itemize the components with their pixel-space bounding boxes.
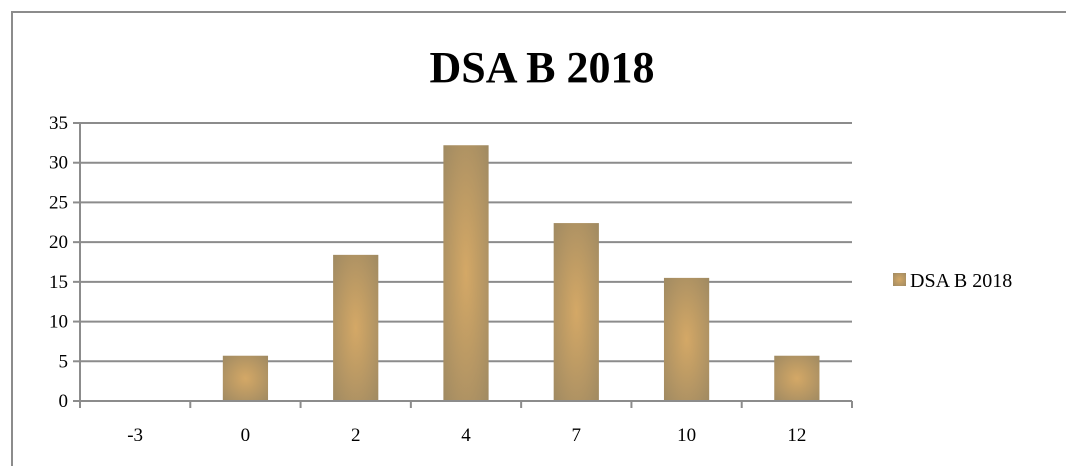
legend: DSA B 2018	[893, 270, 1012, 292]
bar-0	[222, 355, 269, 401]
x-tick-labels: -3 0 2 4 7 10 12	[127, 425, 806, 446]
x-tick-label: -3	[127, 425, 143, 446]
x-tick-label: 12	[787, 425, 806, 446]
x-tick-label: 0	[241, 425, 251, 446]
chart-title: DSA B 2018	[430, 43, 655, 92]
bar-7	[553, 223, 599, 401]
bar-12	[774, 355, 820, 401]
x-tick-label: 7	[572, 425, 582, 446]
x-tick-label: 4	[461, 425, 471, 446]
legend-swatch	[893, 273, 906, 286]
x-tick-label: 2	[351, 425, 361, 446]
y-tick-label: 20	[49, 232, 68, 253]
y-tick-label: 5	[59, 351, 69, 372]
bar-4	[443, 145, 489, 401]
bar-10	[663, 277, 710, 401]
chart-frame	[11, 11, 1066, 466]
y-tick-label: 15	[49, 272, 68, 293]
y-tick-labels: 0 5 10 15 20 25 30 35	[49, 113, 68, 412]
y-tick-label: 35	[49, 113, 68, 134]
axes	[73, 122, 853, 408]
y-tick-label: 10	[49, 312, 68, 333]
bar-2	[333, 254, 379, 401]
y-tick-label: 0	[59, 391, 69, 412]
x-tick-label: 10	[677, 425, 696, 446]
y-tick-label: 30	[49, 153, 68, 174]
y-tick-label: 25	[49, 192, 68, 213]
bar-chart: DSA B 2018 0 5 10 15 20 25 30 35 -3 0 2 4 7 10 12 DSA…	[49, 43, 1012, 446]
bars	[222, 145, 820, 401]
legend-label: DSA B 2018	[910, 270, 1012, 292]
